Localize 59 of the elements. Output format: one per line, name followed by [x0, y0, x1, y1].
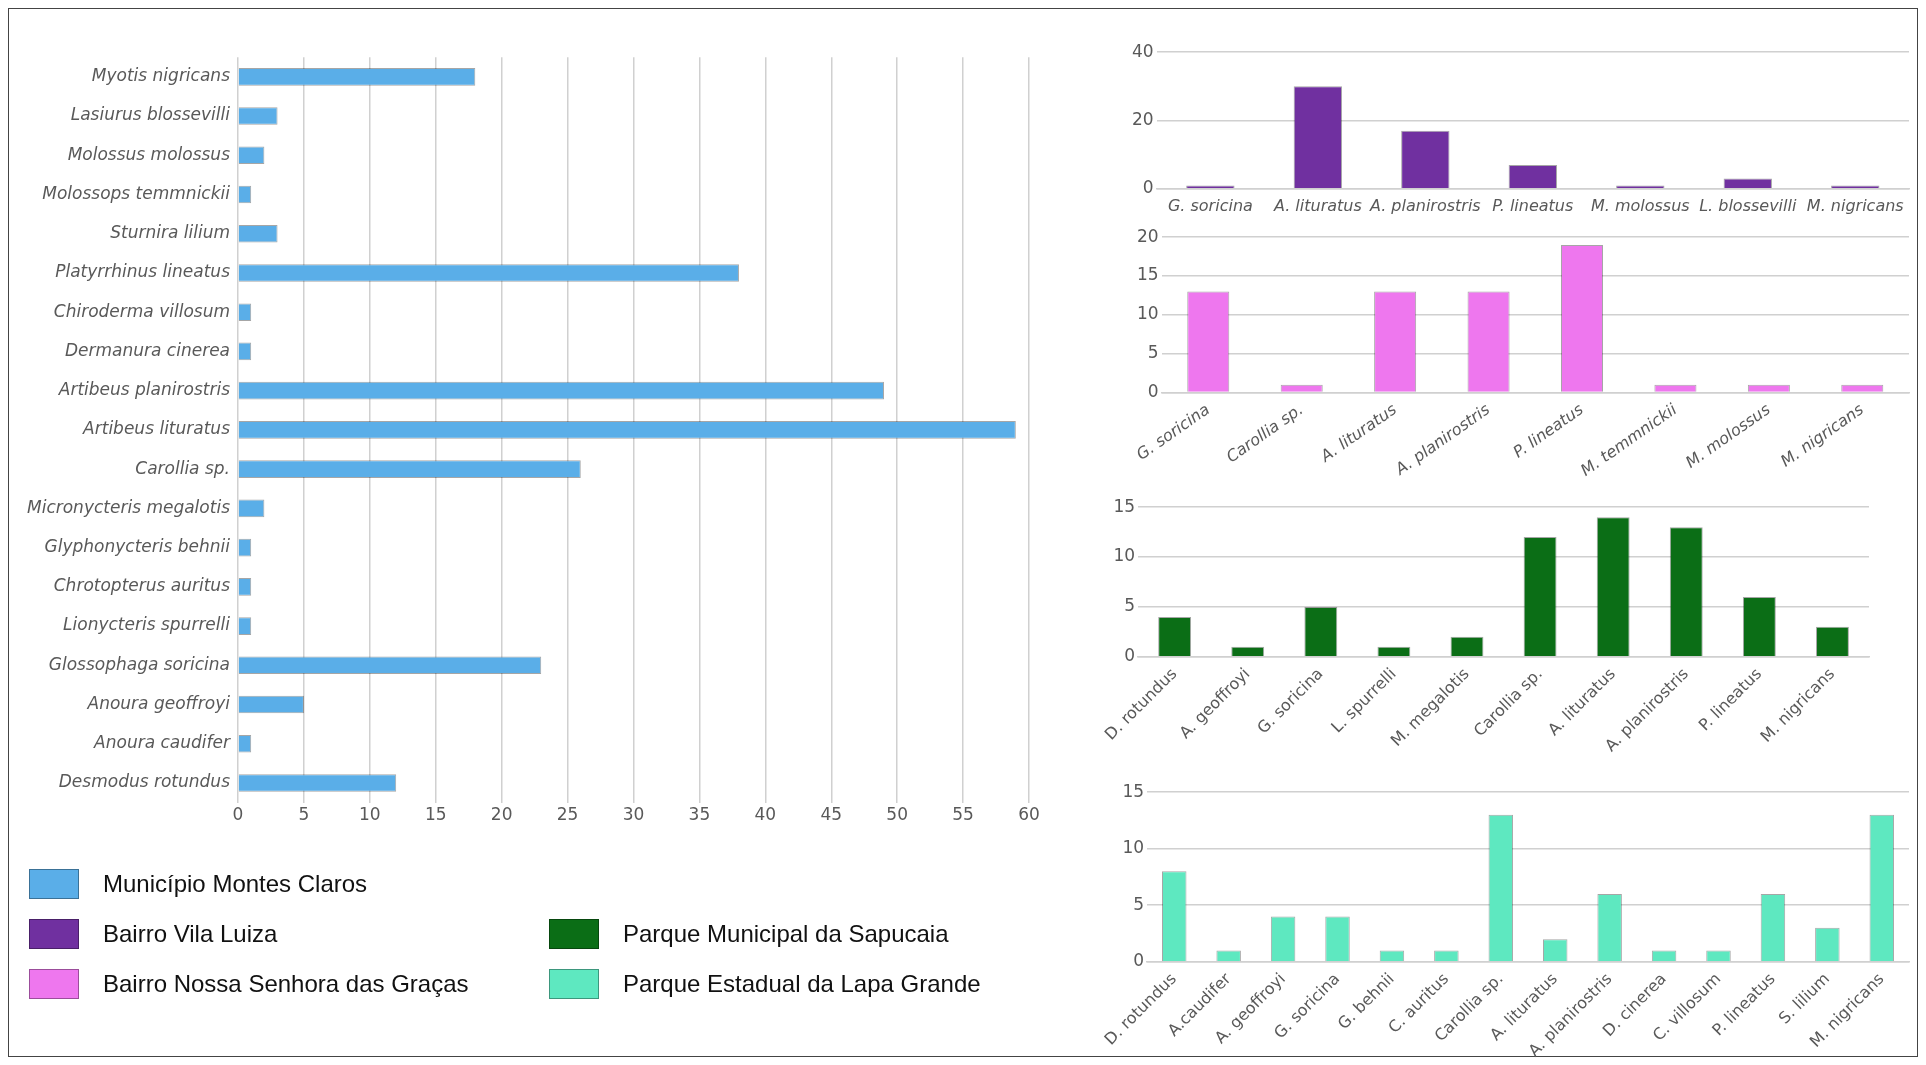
y-tick-label: 0: [1133, 950, 1145, 971]
y-tick-label: Anoura geoffroyi: [86, 692, 231, 713]
x-tick-label: 0: [232, 804, 244, 825]
y-tick-label: Anoura caudifer: [93, 732, 231, 753]
y-tick-label: 20: [1136, 225, 1159, 246]
x-tick-label: 60: [1018, 804, 1040, 825]
y-tick-label: Dermanura cinerea: [64, 339, 230, 360]
y-tick-label: 0: [1147, 380, 1159, 401]
x-tick-label: 40: [754, 804, 777, 825]
y-tick-label: Micronycteris megalotis: [26, 496, 231, 517]
y-tick-label: 20: [1131, 108, 1154, 129]
y-tick-label: 5: [1124, 595, 1136, 616]
y-tick-label: Platyrrhinus lineatus: [55, 261, 231, 282]
y-tick-label: Molossus molossus: [67, 143, 231, 164]
x-tick-label: P. lineatus: [1492, 195, 1574, 215]
x-tick-label: A. planirostris: [1368, 195, 1481, 215]
x-tick-label: L. blossevilli: [1699, 195, 1797, 215]
y-tick-label: 0: [1142, 177, 1154, 198]
x-tick-label: 50: [886, 804, 908, 825]
x-tick-label: A. lituratus: [1272, 195, 1362, 215]
y-tick-label: 15: [1136, 264, 1159, 285]
x-tick-label: 35: [688, 804, 711, 825]
y-tick-label: 15: [1122, 780, 1145, 801]
y-tick-label: 5: [1147, 342, 1159, 363]
x-tick-label: 5: [298, 804, 310, 825]
y-tick-label: 10: [1122, 837, 1145, 858]
x-tick-label: 45: [820, 804, 843, 825]
x-tick-label: 25: [556, 804, 579, 825]
legend-label: Parque Estadual da Lapa Grande: [623, 970, 981, 998]
y-tick-label: 15: [1113, 495, 1136, 516]
x-tick-label: 20: [490, 804, 513, 825]
y-tick-label: Chrotopterus auritus: [53, 575, 231, 596]
y-tick-label: Desmodus rotundus: [58, 771, 231, 792]
legend-label: Bairro Vila Luiza: [103, 920, 278, 948]
y-tick-label: Lionycteris spurrelli: [63, 614, 231, 635]
y-tick-label: Artibeus planirostris: [57, 379, 231, 400]
legend-label: Parque Municipal da Sapucaia: [623, 920, 949, 948]
x-tick-label: 55: [952, 804, 974, 825]
x-tick-label: 10: [359, 804, 381, 825]
y-tick-label: Chiroderma villosum: [53, 300, 230, 321]
y-tick-label: Myotis nigricans: [91, 65, 231, 86]
x-tick-label: M. nigricans: [1806, 195, 1904, 215]
legend-label: Município Montes Claros: [103, 870, 368, 898]
legend-label: Bairro Nossa Senhora das Graças: [103, 970, 469, 998]
y-tick-label: 10: [1113, 545, 1136, 566]
x-tick-label: 30: [622, 804, 645, 825]
x-tick-label: G. soricina: [1167, 195, 1253, 215]
y-tick-label: Artibeus lituratus: [82, 418, 231, 439]
y-tick-label: Glyphonycteris behnii: [44, 536, 231, 557]
y-tick-label: Sturnira lilium: [110, 222, 230, 243]
x-tick-label: M. molossus: [1590, 195, 1690, 215]
y-tick-label: Lasiurus blossevilli: [70, 104, 231, 125]
y-tick-label: Molossops temmnickii: [42, 182, 231, 203]
y-tick-label: 0: [1124, 645, 1136, 666]
y-tick-label: Glossophaga soricina: [48, 653, 230, 674]
y-tick-label: 5: [1133, 893, 1145, 914]
x-tick-label: 15: [424, 804, 447, 825]
y-tick-label: 40: [1131, 40, 1154, 61]
y-tick-label: 10: [1136, 303, 1159, 324]
